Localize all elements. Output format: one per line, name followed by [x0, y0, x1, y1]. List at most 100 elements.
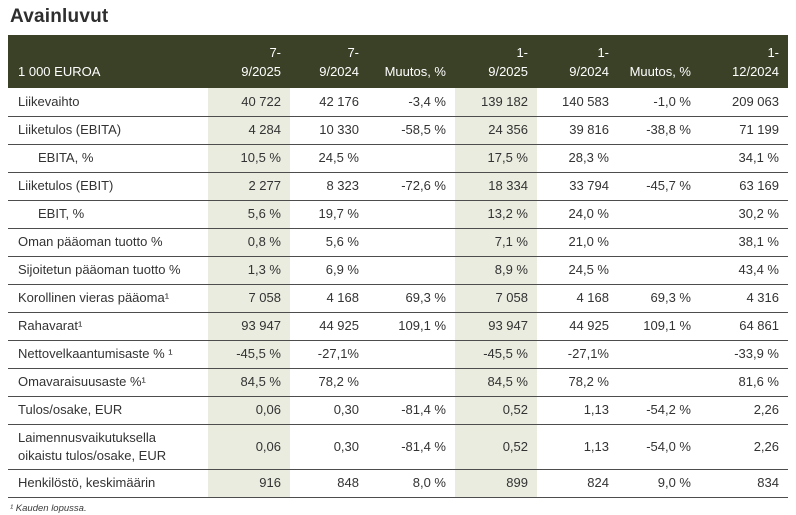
row-label: Korollinen vieras pääoma¹: [8, 284, 208, 313]
cell-value: 0,30: [290, 396, 368, 425]
table-row: EBIT, % 5,6 % 19,7 % 13,2 % 24,0 % 30,2 %: [8, 200, 788, 229]
column-header: Muutos, %: [368, 35, 455, 88]
column-header-line2: Muutos, %: [629, 64, 691, 79]
cell-value: [368, 368, 455, 397]
cell-value: -45,5 %: [208, 340, 290, 369]
column-header: 1- 12/2024: [700, 35, 788, 88]
cell-value: 19,7 %: [290, 200, 368, 229]
table-row: Omavaraisuusaste %¹ 84,5 % 78,2 % 84,5 % 78,…: [8, 368, 788, 397]
column-header-line1: 1-: [516, 45, 528, 60]
cell-value: [618, 200, 700, 229]
cell-value: 8 323: [290, 172, 368, 201]
cell-value: 24,5 %: [290, 144, 368, 173]
table-row: Oman pääoman tuotto % 0,8 % 5,6 % 7,1 % 21,0…: [8, 228, 788, 257]
cell-value: 24,0 %: [537, 200, 618, 229]
table-row: Liikevaihto 40 722 42 176 -3,4 % 139 182 140 …: [8, 88, 788, 117]
cell-value: [368, 340, 455, 369]
cell-value: 4 316: [700, 284, 788, 313]
cell-value: -33,9 %: [700, 340, 788, 369]
cell-value: [368, 256, 455, 285]
cell-value: 8,0 %: [368, 469, 455, 498]
row-label: Liiketulos (EBITA): [8, 116, 208, 145]
cell-value: 84,5 %: [208, 368, 290, 397]
cell-value: 78,2 %: [290, 368, 368, 397]
column-header: 1- 9/2024: [537, 35, 618, 88]
cell-value: -45,7 %: [618, 172, 700, 201]
table-row: Rahavarat¹ 93 947 44 925 109,1 % 93 947 44 92…: [8, 312, 788, 341]
row-label: Omavaraisuusaste %¹: [8, 368, 208, 397]
unit-label: 1 000 EUROA: [8, 35, 208, 88]
row-label: Liikevaihto: [8, 88, 208, 117]
column-header-line1: 1-: [767, 45, 779, 60]
cell-value: [618, 368, 700, 397]
cell-value: 1,13: [537, 396, 618, 425]
cell-value: 1,13: [537, 424, 618, 470]
cell-value: 21,0 %: [537, 228, 618, 257]
page-title: Avainluvut: [10, 6, 109, 27]
cell-value: -45,5 %: [455, 340, 537, 369]
cell-value: 9,0 %: [618, 469, 700, 498]
table-row: EBITA, % 10,5 % 24,5 % 17,5 % 28,3 % 34,1 %: [8, 144, 788, 173]
header-row: 1 000 EUROA 7- 9/2025 7- 9/2024 Muutos, % 1- 9…: [8, 35, 788, 88]
footnote: ¹ Kauden lopussa.: [10, 502, 87, 514]
row-label: Liiketulos (EBIT): [8, 172, 208, 201]
table-row: Liiketulos (EBITA) 4 284 10 330 -58,5 % 24 3…: [8, 116, 788, 145]
cell-value: [368, 144, 455, 173]
cell-value: [618, 256, 700, 285]
table-header: 1 000 EUROA 7- 9/2025 7- 9/2024 Muutos, % 1- 9…: [8, 35, 788, 88]
cell-value: 4 168: [537, 284, 618, 313]
row-label: EBITA, %: [8, 144, 208, 173]
column-header-line2: 9/2024: [319, 64, 359, 79]
column-header-line1: 7-: [269, 45, 281, 60]
cell-value: 834: [700, 469, 788, 498]
cell-value: -27,1%: [290, 340, 368, 369]
row-label: EBIT, %: [8, 200, 208, 229]
table-row: Liiketulos (EBIT) 2 277 8 323 -72,6 % 18 334…: [8, 172, 788, 201]
cell-value: [368, 200, 455, 229]
table-row: Tulos/osake, EUR 0,06 0,30 -81,4 % 0,52 1,13-…: [8, 396, 788, 425]
row-label: Laimennusvaikutuksella oikaistu tulos/os…: [8, 424, 208, 470]
cell-value: 17,5 %: [455, 144, 537, 173]
column-header: 1- 9/2025: [455, 35, 537, 88]
cell-value: 93 947: [455, 312, 537, 341]
cell-value: 44 925: [537, 312, 618, 341]
cell-value: -3,4 %: [368, 88, 455, 117]
cell-value: 38,1 %: [700, 228, 788, 257]
table-row: Henkilöstö, keskimäärin 916 848 8,0 % 899 824…: [8, 469, 788, 498]
cell-value: 824: [537, 469, 618, 498]
cell-value: 2,26: [700, 424, 788, 470]
row-label: Tulos/osake, EUR: [8, 396, 208, 425]
row-label: Sijoitetun pääoman tuotto %: [8, 256, 208, 285]
row-label: Henkilöstö, keskimäärin: [8, 469, 208, 498]
cell-value: -72,6 %: [368, 172, 455, 201]
cell-value: 109,1 %: [618, 312, 700, 341]
cell-value: 2,26: [700, 396, 788, 425]
cell-value: 4 284: [208, 116, 290, 145]
column-header: 7- 9/2024: [290, 35, 368, 88]
cell-value: 24 356: [455, 116, 537, 145]
column-header-line2: 9/2025: [488, 64, 528, 79]
column-header-line2: 12/2024: [732, 64, 779, 79]
table-row: Laimennusvaikutuksella oikaistu tulos/os…: [8, 424, 788, 470]
cell-value: 209 063: [700, 88, 788, 117]
cell-value: 63 169: [700, 172, 788, 201]
cell-value: [618, 144, 700, 173]
cell-value: 899: [455, 469, 537, 498]
cell-value: 5,6 %: [290, 228, 368, 257]
table-row: Korollinen vieras pääoma¹ 7 058 4 168 69,3 …: [8, 284, 788, 313]
cell-value: 18 334: [455, 172, 537, 201]
cell-value: 44 925: [290, 312, 368, 341]
cell-value: 34,1 %: [700, 144, 788, 173]
cell-value: -81,4 %: [368, 396, 455, 425]
cell-value: 109,1 %: [368, 312, 455, 341]
cell-value: 64 861: [700, 312, 788, 341]
cell-value: -54,2 %: [618, 396, 700, 425]
cell-value: 13,2 %: [455, 200, 537, 229]
cell-value: 69,3 %: [368, 284, 455, 313]
cell-value: -54,0 %: [618, 424, 700, 470]
cell-value: 0,30: [290, 424, 368, 470]
cell-value: 42 176: [290, 88, 368, 117]
cell-value: [618, 340, 700, 369]
cell-value: 10 330: [290, 116, 368, 145]
